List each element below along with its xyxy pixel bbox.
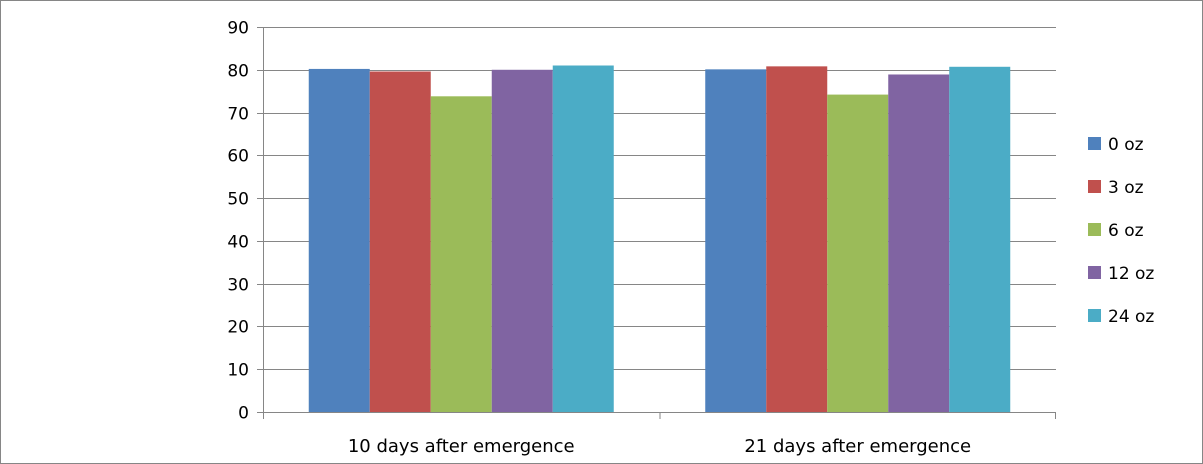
bar — [766, 66, 828, 412]
y-tick-label: 80 — [227, 62, 249, 82]
y-tick-label: 50 — [227, 190, 249, 210]
bar — [888, 74, 950, 412]
x-axis-category-labels: 10 days after emergence 21 days after eme… — [348, 436, 971, 457]
legend-label: 12 oz — [1108, 264, 1154, 284]
y-tick-label: 10 — [227, 361, 249, 381]
bar — [430, 96, 492, 413]
y-tick-label: 60 — [227, 147, 249, 167]
legend-swatch — [1088, 223, 1101, 236]
bar — [949, 66, 1011, 413]
y-axis-tick-labels: 0 10 20 30 40 50 60 70 80 90 — [227, 19, 249, 424]
bar — [705, 69, 767, 412]
x-category-label: 21 days after emergence — [744, 436, 971, 457]
bar — [827, 94, 889, 412]
y-tick-label: 20 — [227, 318, 249, 338]
y-tick-label: 0 — [238, 404, 249, 424]
bar — [308, 68, 370, 412]
legend-label: 6 oz — [1108, 221, 1144, 241]
bar — [552, 65, 614, 412]
y-tick-label: 70 — [227, 105, 249, 125]
y-tick-label: 30 — [227, 276, 249, 296]
bar — [491, 69, 553, 413]
legend-swatch — [1088, 180, 1101, 193]
legend-swatch — [1088, 309, 1101, 322]
bars — [308, 65, 1011, 413]
legend: 0 oz 3 oz 6 oz 12 oz 24 oz — [1088, 135, 1154, 327]
y-tick-label: 40 — [227, 233, 249, 253]
legend-swatch — [1088, 137, 1101, 150]
axes — [257, 27, 1056, 419]
legend-label: 3 oz — [1108, 178, 1144, 198]
y-tick-label: 90 — [227, 19, 249, 39]
bar — [369, 71, 431, 412]
legend-label: 24 oz — [1108, 307, 1154, 327]
x-category-label: 10 days after emergence — [348, 436, 575, 457]
legend-swatch — [1088, 266, 1101, 279]
legend-label: 0 oz — [1108, 135, 1144, 155]
